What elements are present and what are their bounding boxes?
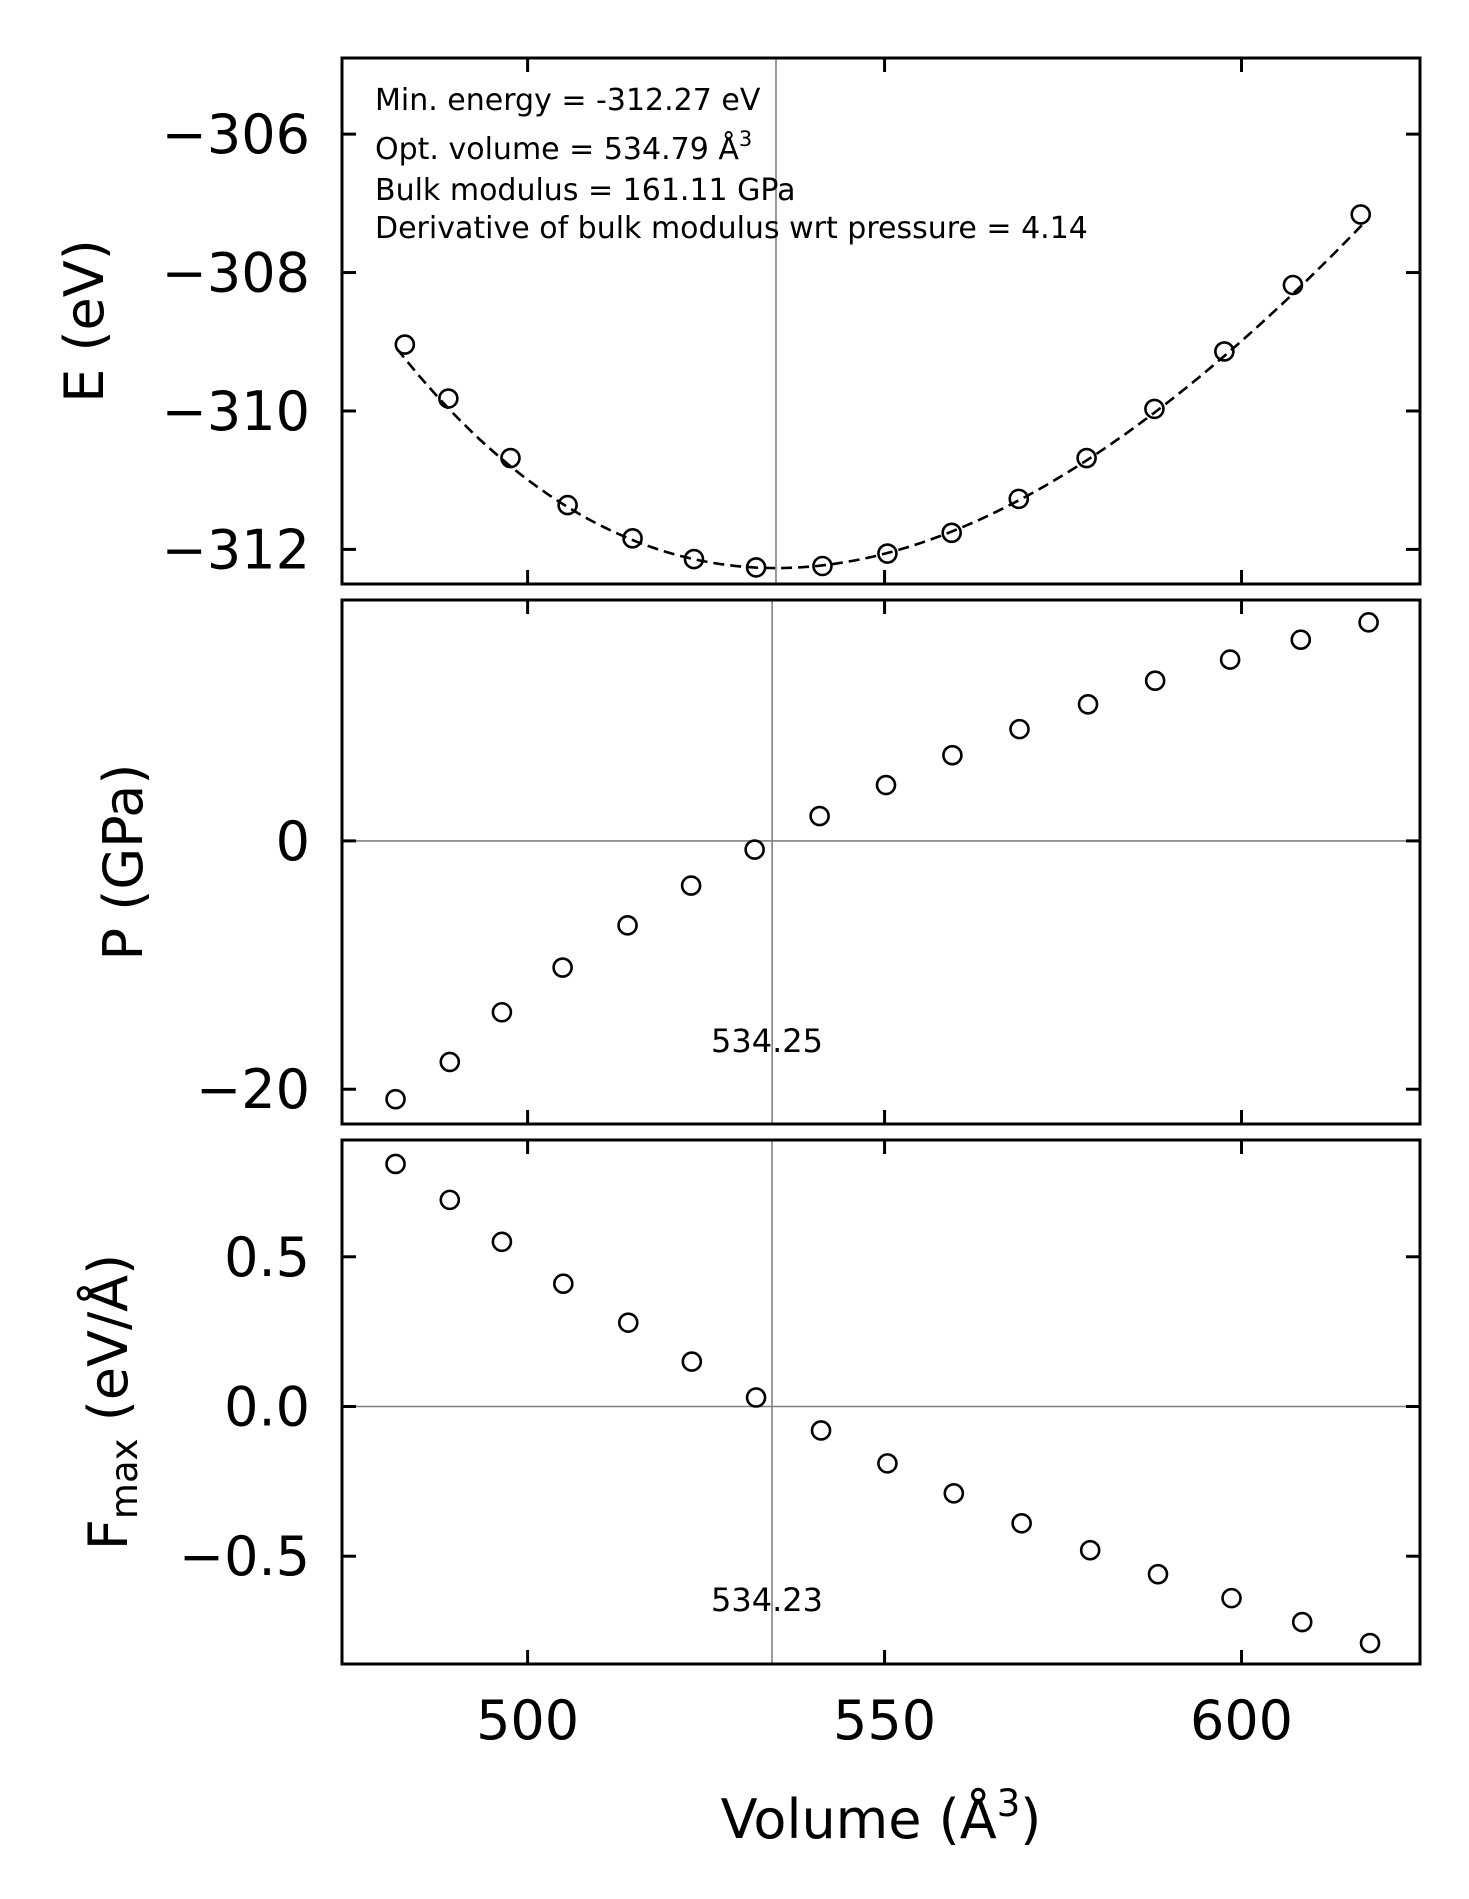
info-min-energy: Min. energy = -312.27 eV: [375, 83, 761, 118]
xtick-label: 600: [1190, 1689, 1293, 1752]
pressure-point: [809, 805, 830, 827]
energy-point: [1008, 488, 1030, 510]
pressure-point: [744, 839, 765, 860]
energy-point: [1214, 341, 1235, 362]
force-point: [1011, 1512, 1032, 1534]
force-point: [1147, 1563, 1169, 1585]
energy-point: [812, 555, 833, 577]
energy-point: [683, 548, 705, 570]
energy-point: [438, 388, 459, 409]
force-ylabel-sub: max: [103, 1438, 146, 1519]
force-point: [491, 1231, 513, 1253]
energy-point: [622, 528, 643, 549]
pressure-point: [942, 744, 963, 766]
energy-point: [1350, 204, 1372, 225]
force-point: [943, 1483, 965, 1504]
pressure-ylabel: P (GPa): [92, 764, 155, 961]
energy-ylabel: E (eV): [53, 239, 116, 403]
force-crossing-label: 534.23: [711, 1581, 823, 1619]
energy-point: [877, 543, 898, 564]
force-point: [617, 1312, 639, 1333]
force-point: [1359, 1632, 1381, 1654]
energy-point: [557, 494, 578, 516]
force-point: [1221, 1587, 1242, 1609]
energy-point: [394, 334, 416, 355]
force-ylabel: Fmax (eV/Å): [76, 1254, 146, 1550]
pressure-point: [491, 1001, 513, 1023]
force-point: [385, 1153, 406, 1175]
xlabel-text: Volume (Å: [721, 1787, 997, 1851]
pressure-point: [385, 1088, 406, 1110]
energy-point: [1282, 274, 1304, 296]
force-point: [681, 1351, 703, 1372]
info-opt-volume-text: Opt. volume = 534.79 Å: [375, 131, 739, 167]
pressure-point: [1219, 649, 1241, 670]
force-ylabel-suffix: (eV/Å): [76, 1254, 140, 1439]
force-point: [810, 1420, 832, 1441]
force-ytick-label: −0.5: [179, 1525, 310, 1588]
pressure-point: [1290, 629, 1312, 651]
pressure-point: [1358, 612, 1379, 633]
force-point: [877, 1453, 898, 1474]
xtick-label: 500: [476, 1689, 579, 1752]
energy-point: [941, 522, 962, 544]
info-opt-volume: Opt. volume = 534.79 Å3: [375, 127, 752, 167]
pressure-point: [680, 875, 702, 896]
pressure-axes-frame: [340, 598, 1422, 1126]
pressure-panel: 0 −20 P (GPa) 534.25: [92, 598, 1422, 1126]
pressure-ytick-label: −20: [196, 1058, 310, 1121]
info-bulk-derivative: Derivative of bulk modulus wrt pressure …: [375, 211, 1088, 246]
energy-ytick-label: −312: [162, 518, 310, 581]
energy-axes-frame: [340, 56, 1422, 586]
pressure-point: [617, 915, 638, 936]
pressure-point: [875, 774, 897, 796]
force-ytick-label: 0.5: [224, 1226, 310, 1289]
pressure-ytick-label: 0: [276, 810, 310, 873]
info-bulk-modulus: Bulk modulus = 161.11 GPa: [375, 173, 796, 208]
energy-point: [1144, 398, 1165, 420]
energy-ytick-label: −310: [162, 380, 310, 443]
energy-info-box: Min. energy = -312.27 eV Opt. volume = 5…: [375, 83, 1088, 246]
force-ytick-label: 0.0: [224, 1375, 310, 1438]
volume-xlabel: Volume (Å3): [721, 1782, 1042, 1851]
info-opt-volume-sup: 3: [739, 127, 752, 151]
pressure-point: [439, 1051, 461, 1073]
energy-panel: −306 −308 −310 −312 E (eV) Min. energy = -3…: [53, 56, 1422, 586]
force-axes-frame: [340, 1138, 1422, 1666]
force-point: [1291, 1611, 1313, 1633]
force-point: [1079, 1539, 1101, 1561]
xlabel-suffix: ): [1020, 1788, 1041, 1851]
pressure-point: [1077, 694, 1099, 715]
energy-fit-curve: [395, 223, 1364, 570]
energy-ytick-label: −308: [162, 242, 310, 305]
force-ylabel-main: F: [77, 1519, 140, 1550]
force-point: [553, 1273, 574, 1295]
xlabel-sup: 3: [997, 1782, 1021, 1825]
force-panel: 500 550 600 0.5 0.0 −0.5 Fmax (eV/Å) 534.23 V…: [76, 1138, 1422, 1851]
xtick-label: 550: [833, 1689, 936, 1752]
pressure-point: [1009, 718, 1030, 740]
pressure-point: [552, 957, 573, 978]
force-point: [745, 1387, 767, 1408]
energy-point: [500, 447, 521, 469]
energy-ytick-label: −306: [162, 103, 310, 166]
force-point: [439, 1189, 461, 1211]
energy-point: [745, 557, 767, 578]
pressure-point: [1144, 670, 1166, 692]
pressure-crossing-label: 534.25: [711, 1022, 823, 1060]
energy-point: [1076, 447, 1097, 469]
